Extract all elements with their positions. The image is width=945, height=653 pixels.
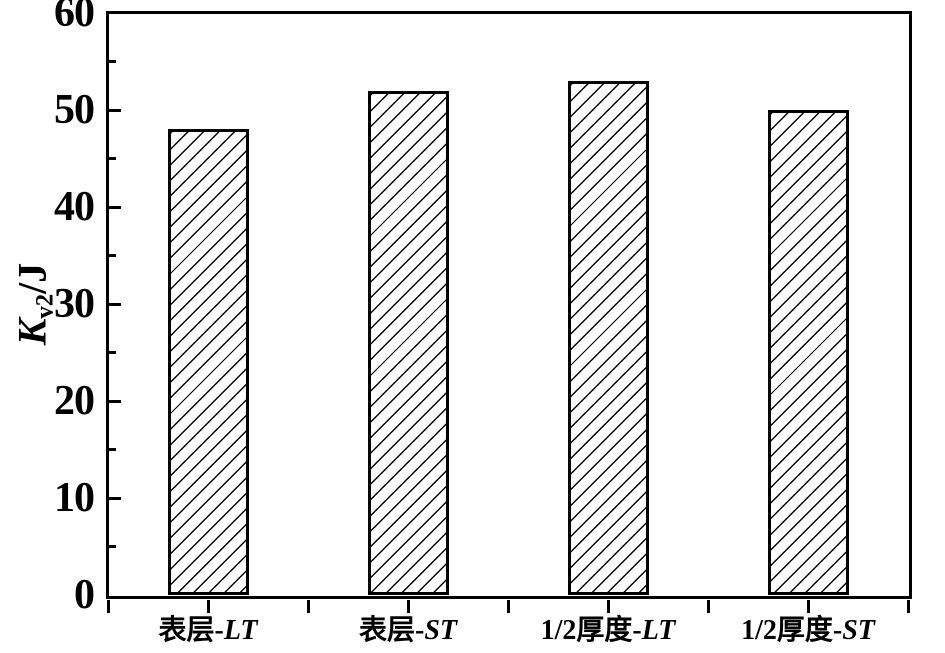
bar-4 <box>767 110 849 595</box>
plot-area <box>108 13 908 595</box>
y-minor-tick-45 <box>108 157 116 160</box>
y-minor-tick-25 <box>108 351 116 354</box>
x-category-direction: LT <box>223 615 258 646</box>
x-tick-0 <box>106 600 110 613</box>
x-category-text: 表层- <box>358 615 425 646</box>
y-tick-label-50: 50 <box>54 87 95 133</box>
x-tick-4 <box>506 600 510 613</box>
x-tick-5 <box>606 600 610 613</box>
x-tick-7 <box>806 600 810 613</box>
y-minor-tick-5 <box>108 545 116 548</box>
x-category-text: 1/2厚度- <box>741 615 843 646</box>
y-major-tick-50 <box>108 108 121 112</box>
bar-2 <box>367 91 449 595</box>
y-major-tick-40 <box>108 205 121 209</box>
y-tick-label-30: 30 <box>54 281 95 327</box>
y-minor-tick-55 <box>108 60 116 63</box>
x-tick-3 <box>406 600 410 613</box>
x-tick-6 <box>706 600 710 613</box>
x-tick-1 <box>206 600 210 613</box>
x-category-label-1: 表层-LT <box>48 614 368 648</box>
x-category-label-4: 1/2厚度-ST <box>648 614 945 648</box>
y-major-tick-10 <box>108 496 121 500</box>
y-tick-label-0: 0 <box>74 572 95 618</box>
bar-1 <box>167 129 249 595</box>
x-category-label-2: 表层-ST <box>248 614 568 648</box>
y-tick-label-40: 40 <box>54 184 95 230</box>
bar-3 <box>567 81 649 595</box>
y-major-tick-20 <box>108 399 121 403</box>
x-category-text: 1/2厚度- <box>540 615 642 646</box>
x-category-text: 表层- <box>158 615 224 646</box>
y-minor-tick-35 <box>108 254 116 257</box>
x-category-label-3: 1/2厚度-LT <box>448 614 768 648</box>
x-tick-8 <box>906 600 910 613</box>
x-category-direction: ST <box>842 615 875 646</box>
y-minor-tick-15 <box>108 448 116 451</box>
x-tick-2 <box>306 600 310 613</box>
x-category-direction: ST <box>424 615 457 646</box>
y-tick-label-20: 20 <box>54 378 95 424</box>
x-category-direction: LT <box>641 615 676 646</box>
y-tick-label-10: 10 <box>54 475 95 521</box>
y-tick-label-60: 60 <box>54 0 95 36</box>
y-major-tick-30 <box>108 302 121 306</box>
